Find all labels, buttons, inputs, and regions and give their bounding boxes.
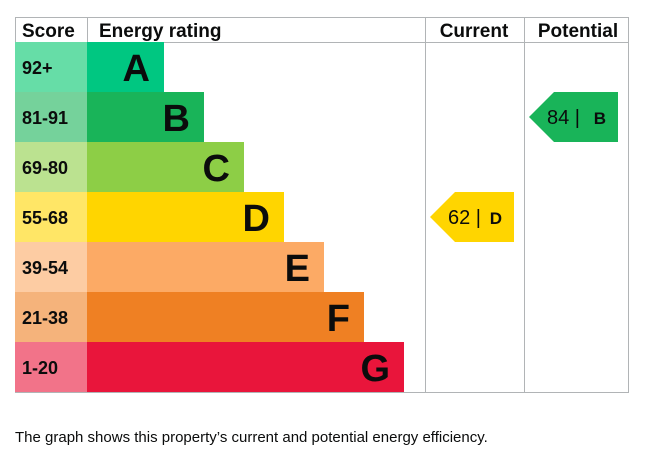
column-headers: Score Energy rating Current Potential (22, 21, 618, 42)
band-f: 21-38 F (15, 292, 364, 342)
current-rating-arrow-value: 62 | (448, 207, 481, 229)
band-a: 92+ A (15, 42, 164, 92)
score-cell (15, 192, 87, 242)
score-cell (15, 342, 87, 392)
rating-letter: C (203, 148, 230, 190)
rating-letter: G (360, 348, 390, 390)
potential-rating-arrow-value: 84 | (547, 107, 580, 129)
rating-bar (87, 92, 204, 142)
rating-letter: D (243, 198, 270, 240)
current-rating-arrow-letter: D (490, 209, 502, 228)
score-label: 1-20 (22, 358, 58, 378)
band-d: 55-68 D (15, 192, 284, 242)
score-label: 81-91 (22, 108, 68, 128)
rating-letter: F (327, 298, 350, 340)
rating-bar (87, 42, 164, 92)
rating-bar (87, 342, 404, 392)
band-c: 69-80 C (15, 142, 244, 192)
header-current: Current (440, 21, 509, 42)
header-potential: Potential (538, 21, 618, 42)
rating-bands: 92+ A 81-91 B 69-80 C 55-68 D 39-54 E 21-38 F 1-20 G (15, 42, 404, 392)
rating-bar (87, 242, 324, 292)
header-score: Score (22, 21, 75, 42)
epc-chart: 92+ A81-91 B69-80 C55-68 D39-54 E21-38 F1-20 G … (15, 17, 629, 393)
rating-letter: E (285, 248, 310, 290)
rating-bar (87, 192, 284, 242)
current-rating-arrow: 62 | D (430, 192, 514, 242)
band-g: 1-20 G (15, 342, 404, 392)
rating-bar (87, 142, 244, 192)
potential-rating-arrow-shape (529, 92, 618, 142)
score-label: 92+ (22, 58, 53, 78)
score-label: 39-54 (22, 258, 68, 278)
rating-markers: 62 | D 84 | B (430, 92, 618, 242)
score-cell (15, 42, 87, 92)
potential-rating-arrow-letter: B (594, 109, 606, 128)
rating-bar (87, 292, 364, 342)
header-energy-rating: Energy rating (99, 21, 221, 42)
score-cell (15, 292, 87, 342)
current-rating-arrow-shape (430, 192, 514, 242)
score-label: 69-80 (22, 158, 68, 178)
score-cell (15, 142, 87, 192)
rating-letter: A (123, 48, 150, 90)
score-cell (15, 242, 87, 292)
score-label: 21-38 (22, 308, 68, 328)
band-e: 39-54 E (15, 242, 324, 292)
chart-caption: The graph shows this property’s current … (15, 429, 488, 446)
score-label: 55-68 (22, 208, 68, 228)
potential-rating-arrow: 84 | B (529, 92, 618, 142)
score-cell (15, 92, 87, 142)
band-b: 81-91 B (15, 92, 204, 142)
rating-letter: B (163, 98, 190, 140)
